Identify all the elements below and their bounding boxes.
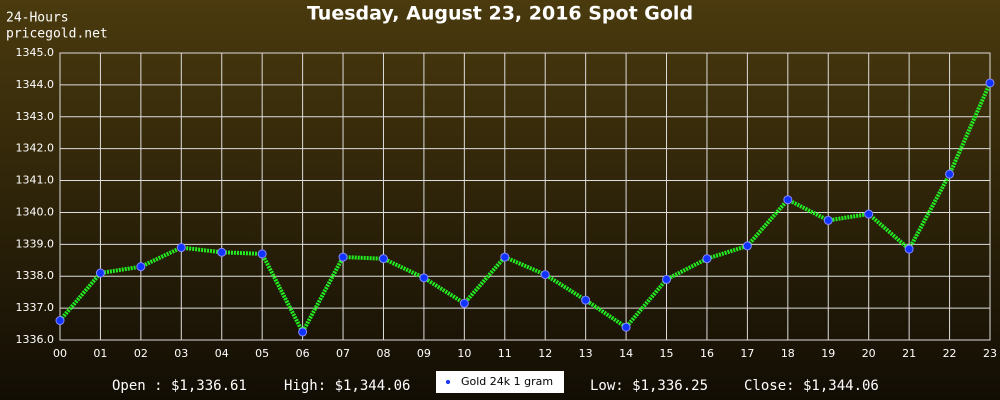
x-tick-label: 03	[174, 347, 188, 360]
y-tick-label: 1340.0	[16, 205, 55, 218]
subtitle: 24-Hours	[6, 11, 69, 26]
x-tick-label: 00	[53, 347, 67, 360]
legend-label: Gold 24k 1 gram	[461, 375, 553, 388]
x-tick-label: 05	[255, 347, 269, 360]
x-tick-label: 21	[902, 347, 916, 360]
point	[257, 249, 267, 259]
stat: Close: $1,344.06	[744, 378, 879, 394]
point	[662, 274, 672, 284]
point	[864, 209, 874, 219]
point	[945, 169, 955, 179]
legend-marker	[446, 380, 450, 384]
stat: Low: $1,336.25	[590, 378, 708, 394]
chart-title: Tuesday, August 23, 2016 Spot Gold	[307, 3, 693, 25]
x-tick-label: 16	[700, 347, 714, 360]
x-tick-label: 15	[660, 347, 674, 360]
x-tick-label: 23	[983, 347, 997, 360]
y-tick-label: 1342.0	[16, 142, 55, 155]
point	[904, 244, 914, 254]
x-tick-label: 20	[862, 347, 876, 360]
x-tick-label: 01	[93, 347, 107, 360]
point	[136, 262, 146, 272]
x-tick-label: 13	[579, 347, 593, 360]
point	[540, 270, 550, 280]
point	[298, 327, 308, 337]
y-tick-label: 1344.0	[16, 78, 55, 91]
point	[702, 254, 712, 264]
point	[500, 252, 510, 262]
x-tick-label: 12	[538, 347, 552, 360]
stat: Open : $1,336.61	[112, 378, 247, 394]
line	[58, 82, 992, 337]
point	[176, 243, 186, 253]
point	[55, 316, 65, 326]
point	[459, 298, 469, 308]
x-tick-label: 07	[336, 347, 350, 360]
y-tick-label: 1338.0	[16, 269, 55, 282]
y-tick-label: 1339.0	[16, 237, 55, 250]
stat: High: $1,344.06	[284, 378, 410, 394]
point	[338, 252, 348, 262]
x-tick-label: 19	[821, 347, 835, 360]
point	[95, 268, 105, 278]
x-tick-label: 09	[417, 347, 431, 360]
x-tick-label: 11	[498, 347, 512, 360]
y-tick-label: 1336.0	[16, 333, 55, 346]
point	[985, 78, 995, 88]
x-tick-label: 02	[134, 347, 148, 360]
y-tick-label: 1341.0	[16, 174, 55, 187]
x-tick-label: 10	[457, 347, 471, 360]
point	[217, 247, 227, 257]
x-tick-label: 22	[943, 347, 957, 360]
x-tick-label: 06	[296, 347, 310, 360]
point	[378, 254, 388, 264]
y-tick-label: 1345.0	[16, 46, 55, 59]
x-tick-label: 18	[781, 347, 795, 360]
y-tick-label: 1337.0	[16, 301, 55, 314]
x-tick-label: 04	[215, 347, 229, 360]
subtitle: pricegold.net	[6, 27, 108, 42]
x-tick-label: 14	[619, 347, 633, 360]
point	[419, 273, 429, 283]
point	[621, 322, 631, 332]
legend-box	[436, 371, 564, 393]
point	[823, 215, 833, 225]
point	[742, 241, 752, 251]
point	[783, 195, 793, 205]
x-tick-label: 08	[376, 347, 390, 360]
x-tick-label: 17	[740, 347, 754, 360]
point	[581, 295, 591, 305]
y-tick-label: 1343.0	[16, 110, 55, 123]
